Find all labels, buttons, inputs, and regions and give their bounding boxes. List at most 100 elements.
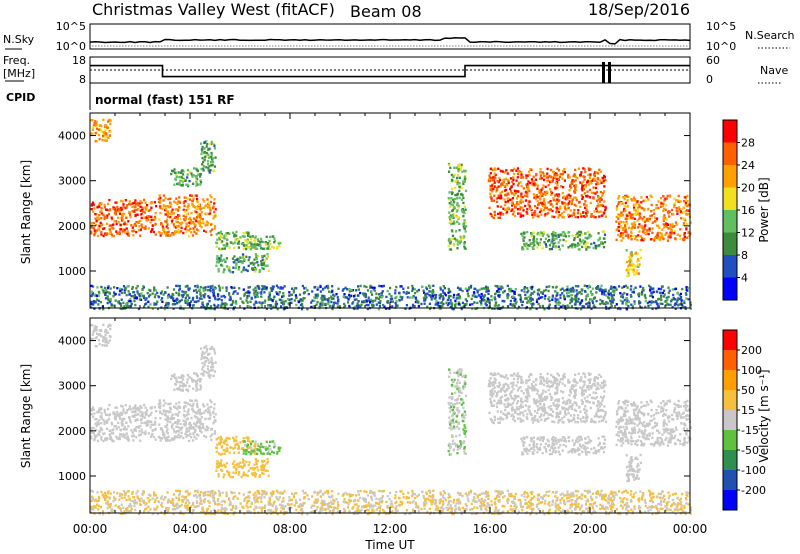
- power-pixel: [154, 233, 157, 236]
- power-pixel: [533, 211, 536, 214]
- velocity-pixel: [92, 331, 95, 334]
- power-pixel: [617, 217, 620, 220]
- velocity-pixel: [144, 413, 147, 416]
- power-pixel: [260, 240, 263, 243]
- power-pixel: [574, 187, 577, 191]
- power-pixel: [310, 306, 313, 309]
- power-pixel: [621, 296, 625, 299]
- power-pixel: [458, 295, 461, 298]
- power-pixel: [595, 207, 598, 210]
- power-pixel: [586, 294, 590, 298]
- power-pixel: [316, 286, 320, 289]
- power-pixel: [90, 303, 93, 306]
- power-pixel: [495, 200, 499, 204]
- power-pixel: [557, 307, 560, 310]
- power-pixel: [92, 124, 95, 127]
- power-pixel: [185, 300, 188, 303]
- power-pixel: [235, 234, 238, 237]
- power-pixel: [555, 285, 558, 289]
- power-pixel: [218, 259, 221, 262]
- power-pixel: [670, 300, 673, 303]
- power-pixel: [197, 203, 201, 207]
- power-pixel: [448, 248, 451, 251]
- power-pixel: [103, 206, 106, 209]
- power-pixel: [170, 172, 173, 176]
- power-pixel: [579, 181, 582, 184]
- power-pixel: [346, 288, 349, 291]
- velocity-pixel: [178, 419, 181, 422]
- power-pixel: [464, 303, 467, 306]
- power-pixel: [234, 266, 237, 270]
- velocity-pixel: [108, 403, 111, 407]
- power-pixel: [499, 191, 502, 195]
- power-pixel: [678, 208, 681, 211]
- velocity-pixel: [205, 425, 208, 428]
- power-pixel: [102, 131, 105, 134]
- power-pixel: [224, 244, 227, 248]
- power-pixel: [605, 307, 608, 310]
- power-pixel: [561, 292, 564, 295]
- power-pixel: [156, 300, 159, 303]
- power-pixel: [320, 297, 323, 300]
- power-pixel: [681, 238, 685, 241]
- nsky-frame: [89, 23, 691, 50]
- power-pixel: [97, 299, 100, 303]
- power-pixel: [255, 293, 258, 296]
- power-pixel: [684, 306, 687, 309]
- power-pixel: [586, 190, 589, 193]
- power-pixel: [499, 211, 502, 214]
- velocity-pixel: [206, 368, 210, 371]
- power-pixel: [245, 268, 248, 272]
- velocity-pixel: [170, 417, 173, 421]
- velocity-pixel: [108, 414, 111, 417]
- power-pixel: [272, 246, 276, 249]
- velocity-pixel: [135, 408, 138, 411]
- power-pixel: [637, 259, 640, 262]
- velocity-pixel: [211, 411, 214, 415]
- velocity-pixel: [113, 417, 116, 420]
- power-pixel: [100, 207, 103, 210]
- power-pixel: [625, 302, 628, 305]
- power-pixel: [674, 221, 678, 224]
- velocity-pixel: [225, 437, 228, 440]
- power-pixel: [536, 232, 539, 236]
- power-pixel: [378, 296, 381, 299]
- power-pixel: [185, 230, 188, 233]
- power-pixel: [101, 288, 104, 291]
- power-pixel: [135, 230, 138, 234]
- power-pixel: [448, 221, 451, 225]
- power-pixel: [196, 199, 199, 202]
- power-pixel: [90, 300, 93, 304]
- velocity-pixel: [177, 405, 180, 408]
- power-pixel: [627, 300, 630, 303]
- velocity-pixel: [110, 431, 113, 435]
- power-pixel: [175, 220, 178, 223]
- power-pixel: [138, 202, 141, 205]
- power-pixel: [120, 291, 124, 295]
- power-pixel: [195, 176, 198, 179]
- power-pixel: [511, 204, 514, 207]
- power-pixel: [634, 199, 637, 202]
- velocity-pixel: [103, 420, 106, 423]
- power-pixel: [482, 296, 485, 299]
- power-pixel: [550, 247, 553, 251]
- power-pixel: [123, 228, 126, 231]
- power-pixel: [671, 288, 674, 291]
- power-pixel: [526, 185, 530, 188]
- power-pixel: [187, 287, 190, 290]
- power-pixel: [469, 286, 472, 289]
- power-pixel: [598, 237, 601, 241]
- power-pixel: [594, 186, 598, 190]
- power-pixel: [552, 197, 555, 200]
- velocity-pixel: [213, 420, 217, 423]
- power-pixel: [590, 242, 593, 246]
- velocity-pixel: [178, 381, 181, 384]
- velocity-pixel: [183, 409, 186, 413]
- power-pixel: [566, 197, 569, 200]
- power-pixel: [125, 223, 128, 226]
- velocity-pixel: [134, 419, 137, 423]
- power-pixel: [602, 291, 605, 294]
- power-pixel: [194, 300, 198, 304]
- power-pixel: [507, 294, 510, 297]
- power-pixel: [370, 293, 374, 296]
